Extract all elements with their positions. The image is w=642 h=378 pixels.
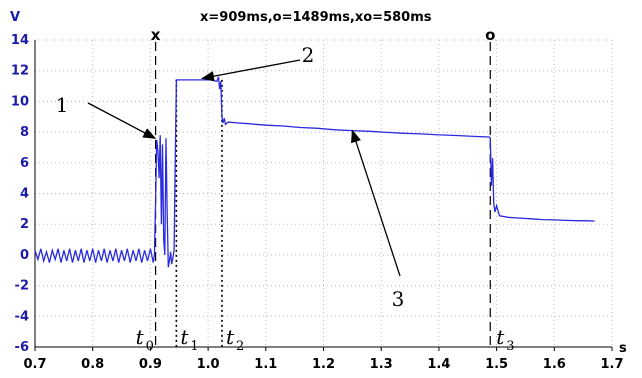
x-tick-label: 0.8 [81, 357, 104, 372]
annotation-arrow [87, 102, 157, 139]
y-tick-label: 0 [20, 248, 29, 263]
event-label-sub: 0 [146, 339, 154, 354]
y-unit-label: V [10, 10, 20, 25]
x-tick-label: 1.1 [254, 357, 277, 372]
y-tick-label: 4 [20, 187, 29, 202]
annotation-label: 3 [392, 287, 405, 311]
y-tick-label: 14 [11, 33, 29, 48]
x-tick-label: 1.7 [600, 357, 623, 372]
annotation-label: 2 [302, 43, 315, 67]
event-label: t [226, 325, 235, 349]
annotations: 1 2 3 [56, 43, 405, 311]
y-tick-label: 8 [20, 125, 29, 140]
x-tick-label: 1.2 [312, 357, 335, 372]
event-label: t [496, 325, 505, 349]
event-label-sub: 3 [506, 339, 514, 354]
y-tick-label: -2 [15, 279, 29, 294]
y-tick-label: 10 [11, 94, 29, 109]
y-tick-label: 2 [20, 217, 29, 232]
series [34, 76, 595, 268]
y-tick-label: -6 [15, 340, 29, 355]
event-markers: x ot 0 t 1 t 2 t 3 [136, 26, 515, 354]
event-label-sub: 1 [190, 339, 198, 354]
x-tick-label: 0.9 [139, 357, 162, 372]
cursor-readout: x=909ms,o=1489ms,xo=580ms [200, 10, 432, 25]
x-tick-label: 1.6 [543, 357, 566, 372]
x-tick-label: 0.7 [23, 357, 46, 372]
cursor-symbol: x [151, 26, 161, 44]
x-tick-label: 1.5 [485, 357, 508, 372]
y-tick-label: -4 [15, 309, 29, 324]
x-tick-label: 1.4 [427, 357, 450, 372]
event-label-sub: 2 [236, 339, 244, 354]
event-label: t [136, 325, 145, 349]
y-tick-label: 6 [20, 156, 29, 171]
annotation-arrow [201, 59, 301, 82]
x-tick-label: 1.3 [370, 357, 393, 372]
event-label: t [180, 325, 189, 349]
series-line [34, 76, 595, 268]
annotation-arrow [351, 129, 401, 277]
x-unit-label: s [619, 341, 627, 356]
x-tick-label: 1.0 [197, 357, 220, 372]
annotation-label: 1 [56, 93, 69, 117]
y-tick-label: 12 [11, 64, 29, 79]
grid [34, 39, 613, 348]
cursor-symbol: o [485, 26, 495, 44]
